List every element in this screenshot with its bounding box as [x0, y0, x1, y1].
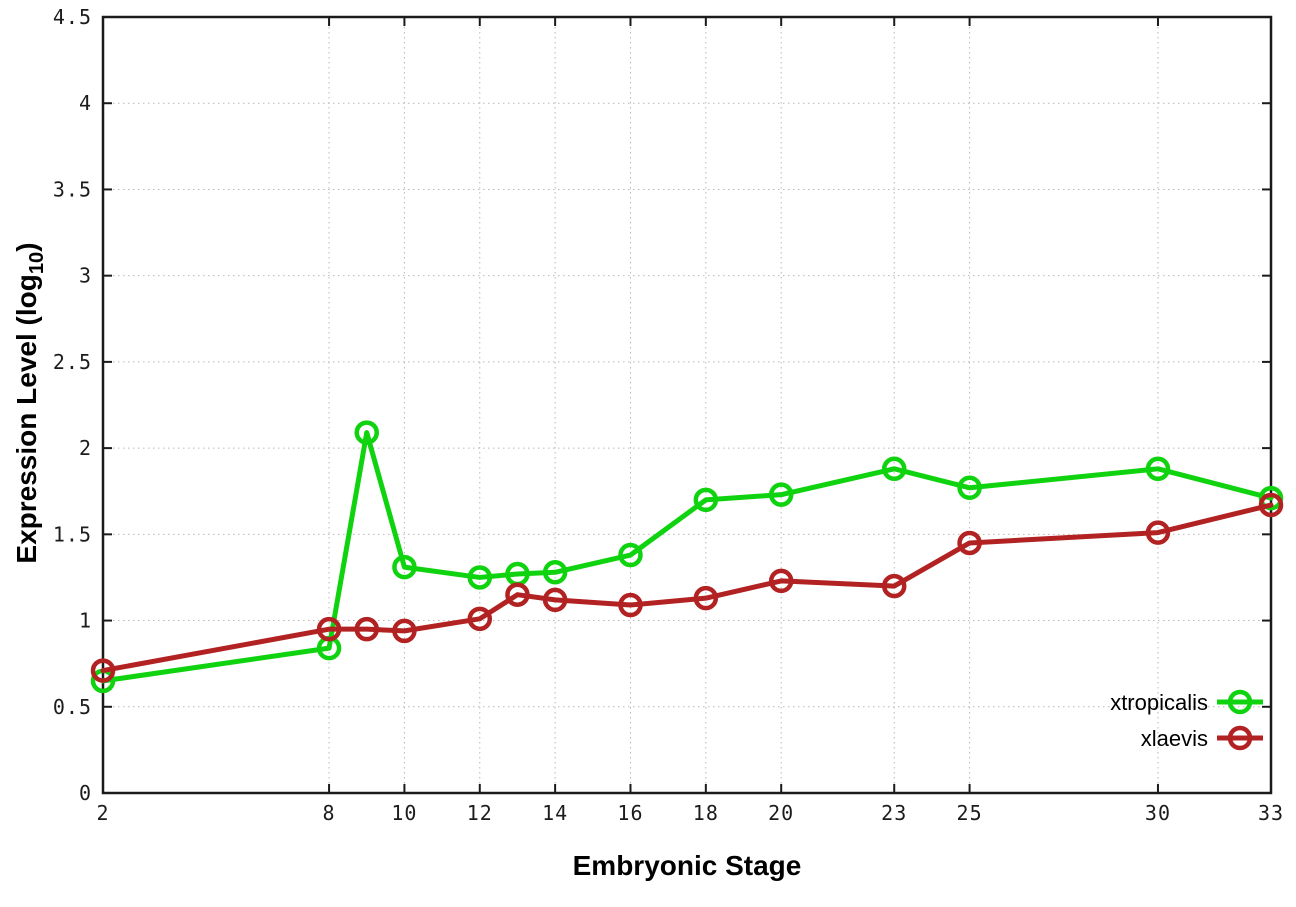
y-tick-label: 2.5	[53, 350, 92, 374]
x-axis-title: Embryonic Stage	[573, 850, 802, 881]
data-point-xlaevis-stage-14	[542, 587, 568, 613]
y-tick-label: 2	[79, 436, 92, 460]
y-axis-title-text: Expression Level (log	[11, 274, 43, 564]
y-axis-title: Expression Level (log10)	[11, 242, 49, 563]
legend-label-xtropicalis: xtropicalis	[1110, 690, 1208, 715]
x-tick-label: 30	[1145, 801, 1171, 825]
data-point-xlaevis-stage-8	[316, 616, 342, 642]
legend-marker-circle-xtropicalis	[1227, 689, 1253, 715]
data-point-xlaevis-stage-13	[505, 582, 530, 607]
data-point-xtropicalis-stage-30	[1145, 456, 1171, 482]
data-point-xlaevis-stage-18	[693, 585, 719, 611]
data-point-xtropicalis-stage-18	[693, 487, 719, 513]
x-tick-label: 16	[617, 801, 643, 825]
y-tick-label: 0	[79, 781, 92, 805]
data-point-xlaevis-stage-2	[90, 658, 116, 683]
axis-tick-marks	[102, 16, 1272, 794]
x-tick-label: 25	[957, 801, 983, 825]
y-tick-label: 4	[79, 91, 92, 115]
legend: xtropicalis xlaevis	[1110, 689, 1263, 751]
series-line-xlaevis	[100, 502, 1274, 674]
y-tick-labels: 0 0.5 1 1.5 2 2.5 3 3.5 4 4.5	[53, 5, 92, 805]
series-layer	[90, 420, 1284, 694]
x-tick-label: 20	[768, 801, 794, 825]
data-point-xtropicalis-stage-23	[881, 456, 907, 482]
data-point-xlaevis-stage-25	[957, 530, 982, 556]
x-tick-labels: 2 8 10 12 14 16 18 20 23 25 30 33	[96, 801, 1284, 825]
data-point-xlaevis-stage-16	[618, 592, 643, 618]
data-point-xtropicalis-stage-14	[542, 560, 568, 585]
y-tick-label: 3.5	[53, 177, 92, 201]
y-axis-title-close: )	[11, 242, 43, 252]
data-point-xtropicalis-stage-25	[957, 475, 982, 501]
data-point-xtropicalis-stage-20	[768, 482, 794, 507]
x-tick-label: 23	[881, 801, 907, 825]
y-tick-label: 0.5	[53, 695, 92, 719]
legend-label-xlaevis: xlaevis	[1141, 726, 1208, 751]
data-point-xtropicalis-stage-9	[354, 420, 379, 445]
legend-marker-circle-xlaevis	[1227, 725, 1253, 751]
data-point-xtropicalis-stage-12	[467, 565, 493, 590]
data-point-xlaevis-stage-10	[392, 618, 417, 644]
x-tick-label: 8	[323, 801, 336, 825]
data-point-xtropicalis-stage-10	[392, 554, 417, 580]
x-tick-label: 33	[1258, 801, 1284, 825]
y-axis-title-subscript: 10	[25, 251, 48, 275]
y-tick-label: 1	[79, 609, 92, 633]
series-line-xtropicalis	[100, 430, 1274, 684]
y-tick-label: 3	[79, 264, 92, 288]
data-point-xlaevis-stage-12	[467, 606, 493, 632]
plot-border	[101, 15, 1273, 795]
x-tick-label: 10	[391, 801, 417, 825]
gridlines	[103, 17, 1271, 793]
y-tick-label: 1.5	[53, 522, 92, 546]
data-point-xlaevis-stage-9	[354, 616, 379, 642]
x-tick-label: 2	[96, 801, 109, 825]
data-point-xlaevis-stage-23	[881, 573, 907, 599]
data-point-xlaevis-stage-33	[1258, 492, 1284, 518]
y-tick-label: 4.5	[53, 5, 92, 29]
data-point-xtropicalis-stage-16	[618, 542, 643, 568]
data-point-xlaevis-stage-30	[1145, 520, 1171, 545]
x-tick-label: 14	[542, 801, 568, 825]
x-tick-label: 12	[467, 801, 493, 825]
data-point-xlaevis-stage-20	[768, 568, 794, 594]
x-tick-label: 18	[693, 801, 719, 825]
